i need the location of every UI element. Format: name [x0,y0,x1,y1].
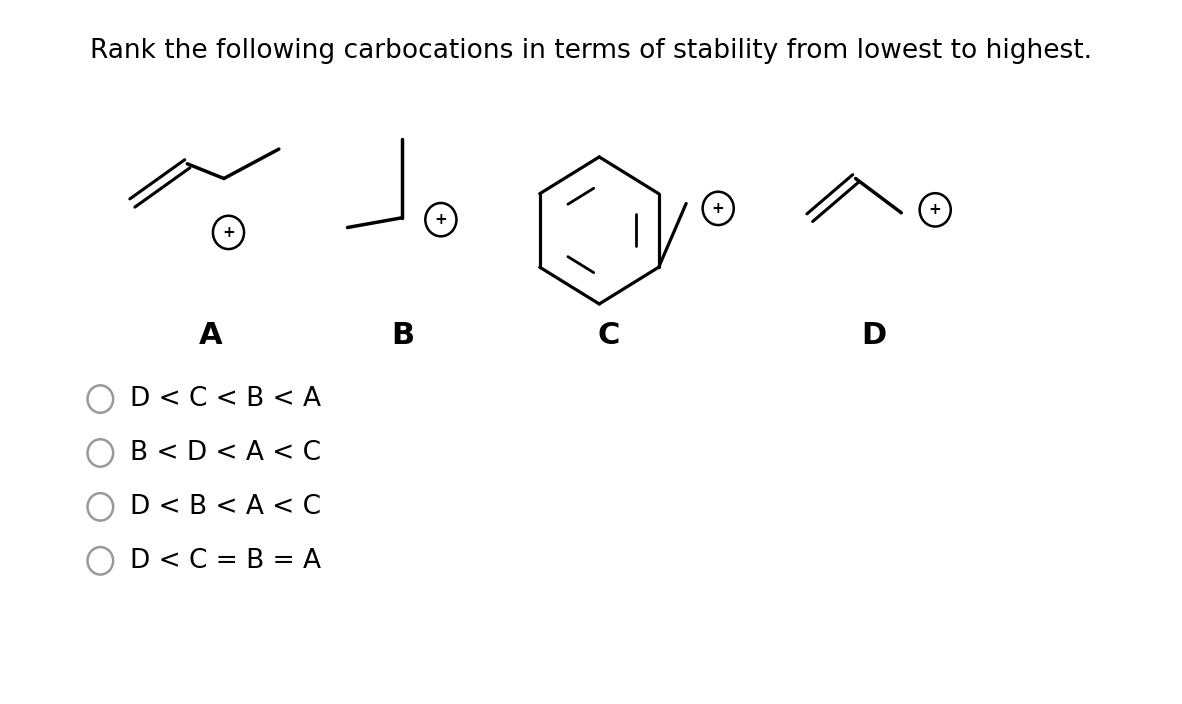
Text: D: D [862,320,886,350]
Text: A: A [199,320,222,350]
Text: +: + [222,225,235,240]
Text: +: + [929,202,942,218]
Text: D < C < B < A: D < C < B < A [130,386,320,412]
Text: Rank the following carbocations in terms of stability from lowest to highest.: Rank the following carbocations in terms… [90,38,1092,64]
Text: B < D < A < C: B < D < A < C [130,440,320,466]
Text: C: C [597,320,619,350]
Text: D < C = B = A: D < C = B = A [130,548,320,574]
Text: D < B < A < C: D < B < A < C [130,494,320,520]
Text: +: + [712,201,725,216]
Text: B: B [391,320,414,350]
Text: +: + [435,212,447,227]
